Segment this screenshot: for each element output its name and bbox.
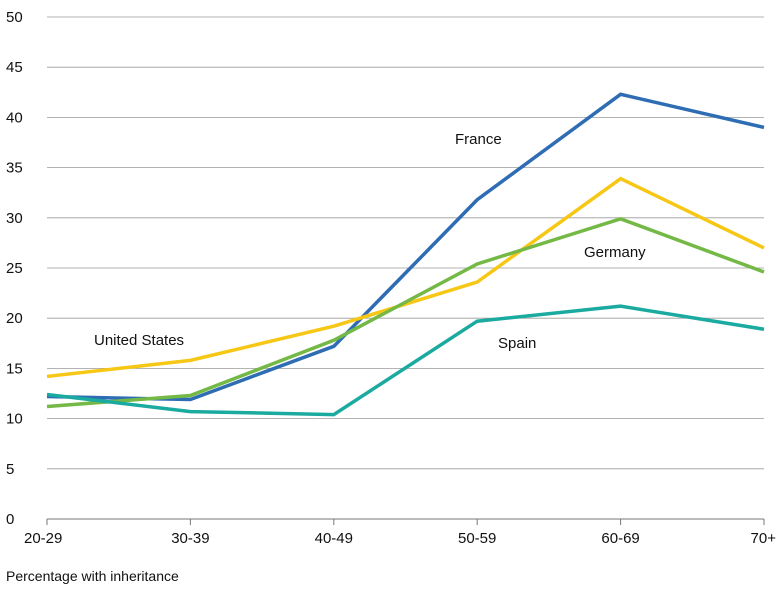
y-tick-label: 45 [6, 59, 23, 76]
gridlines: 0 5 10 15 20 25 30 35 40 45 50 [6, 9, 764, 528]
x-tick-label: 60-69 [601, 530, 639, 547]
y-tick-label: 40 [6, 109, 23, 126]
x-tick-label: 40-49 [315, 530, 353, 547]
series-labels: France United States Germany Spain [94, 131, 646, 352]
series-line-united-states [46, 176, 765, 379]
x-tick-label: 70+ [751, 530, 777, 547]
x-tick-label: 50-59 [458, 530, 496, 547]
x-tick-label: 30-39 [171, 530, 209, 547]
y-tick-label: 15 [6, 360, 23, 377]
y-tick-label: 5 [6, 461, 14, 478]
x-tick-label: 20-29 [24, 530, 62, 547]
x-axis: 20-29 30-39 40-49 50-59 60-69 70+ [24, 518, 777, 547]
y-tick-label: 30 [6, 210, 23, 227]
series-label-germany: Germany [584, 244, 646, 261]
series-label-spain: Spain [498, 335, 536, 352]
series-line-germany [46, 216, 765, 409]
y-tick-label: 35 [6, 160, 23, 177]
series-line-spain [46, 304, 765, 417]
series-line-france [46, 92, 765, 402]
y-tick-label: 0 [6, 511, 14, 528]
series-label-united-states: United States [94, 332, 184, 349]
y-tick-label: 20 [6, 310, 23, 327]
chart-caption: Percentage with inheritance [6, 568, 179, 584]
series-lines [46, 92, 765, 417]
y-tick-label: 25 [6, 260, 23, 277]
y-tick-label: 10 [6, 411, 23, 428]
series-label-france: France [455, 131, 502, 148]
y-tick-label: 50 [6, 9, 23, 26]
line-chart: 0 5 10 15 20 25 30 35 40 45 50 20-29 30-39 40-49 50-5… [6, 9, 777, 547]
